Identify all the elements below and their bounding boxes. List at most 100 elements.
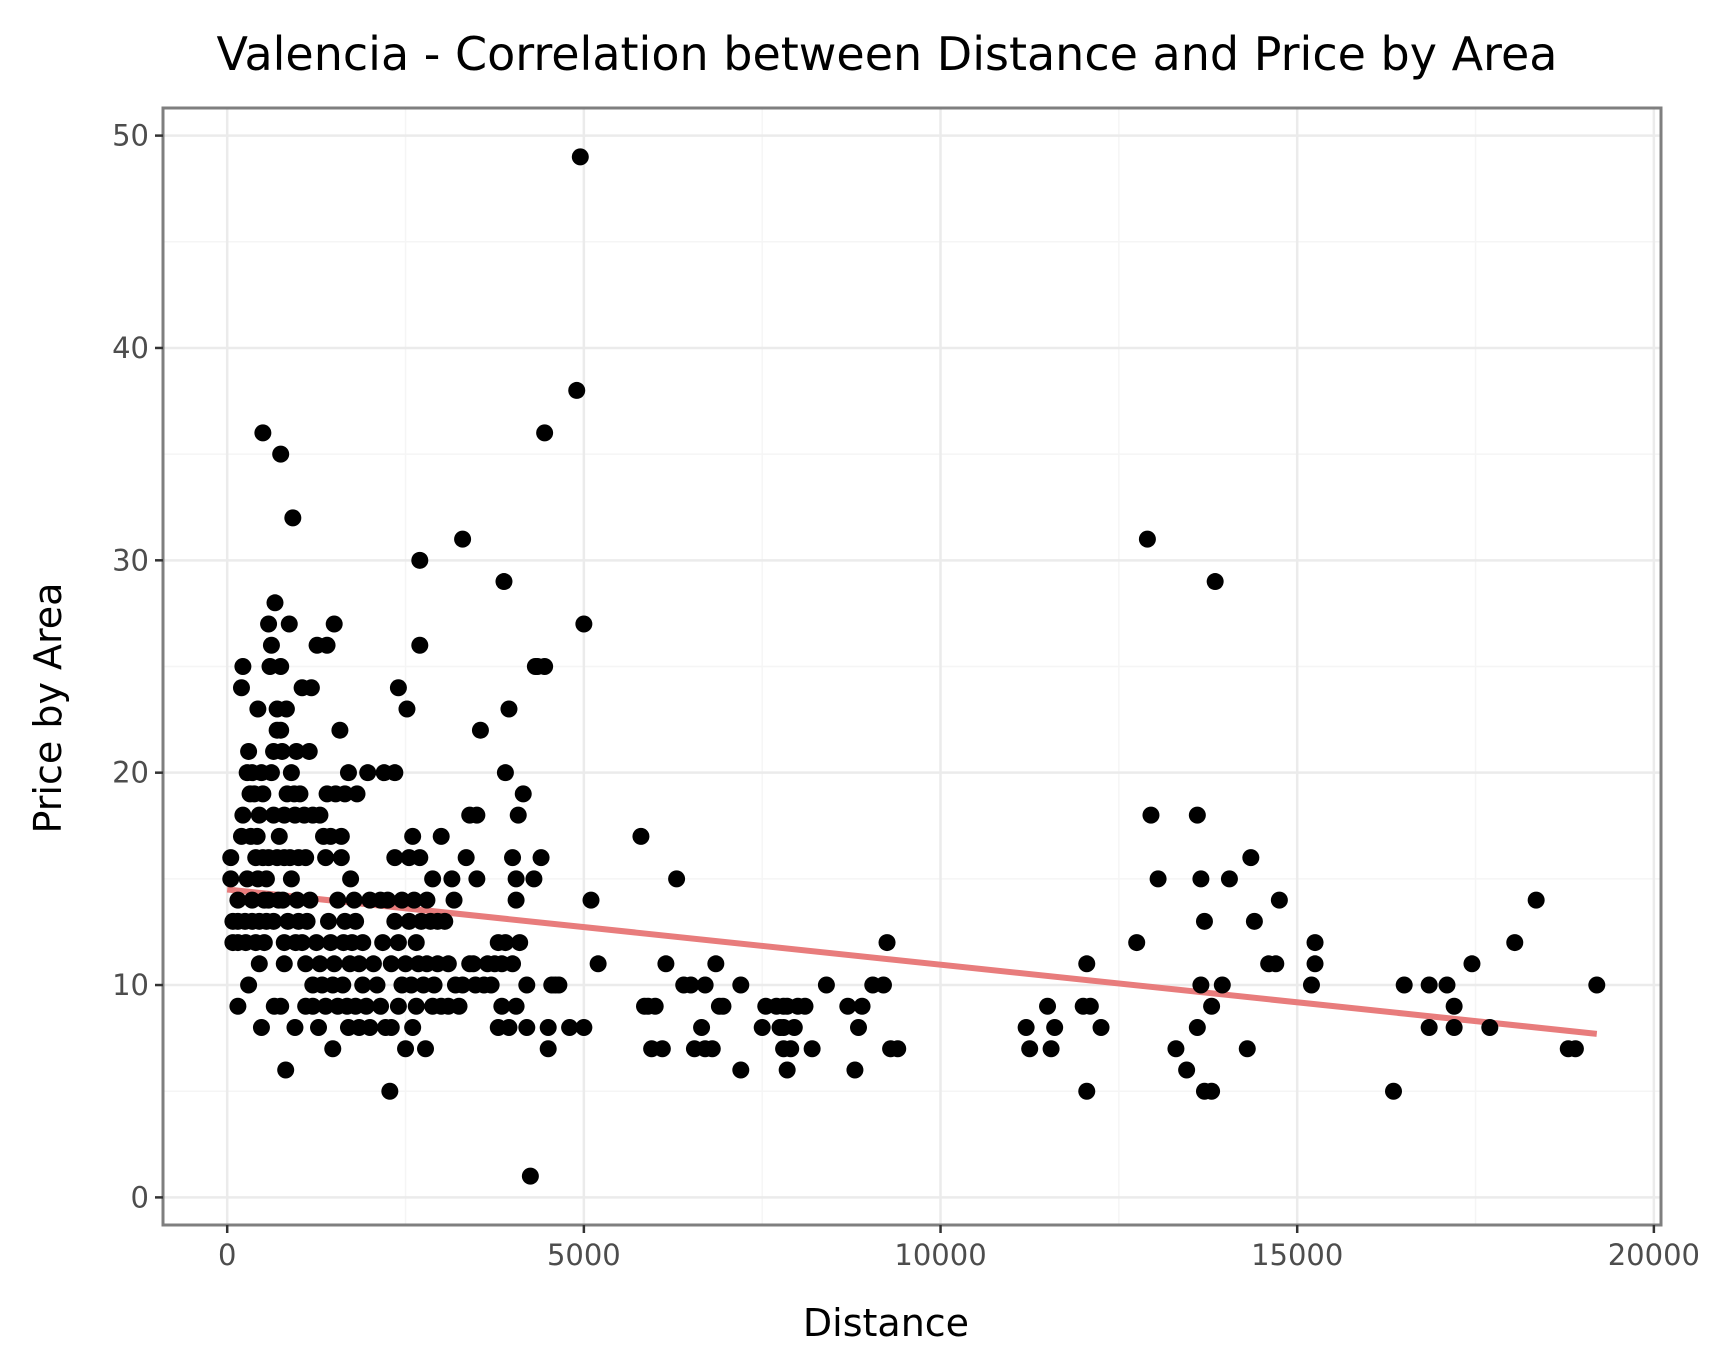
- data-point: [853, 997, 871, 1015]
- data-point: [354, 976, 372, 994]
- data-point: [1167, 1040, 1185, 1058]
- data-point: [411, 551, 429, 569]
- data-point: [571, 148, 589, 166]
- data-point: [504, 849, 522, 867]
- data-point: [262, 764, 280, 782]
- data-point: [493, 997, 511, 1015]
- data-point: [381, 1082, 399, 1100]
- data-point: [325, 955, 343, 973]
- data-point: [293, 934, 311, 952]
- data-point: [696, 976, 714, 994]
- data-point: [248, 827, 266, 845]
- data-point: [1021, 1040, 1039, 1058]
- data-point: [817, 976, 835, 994]
- data-point: [1566, 1040, 1584, 1058]
- data-point: [379, 891, 397, 909]
- data-point: [243, 891, 261, 909]
- data-point: [257, 870, 275, 888]
- data-point: [803, 1040, 821, 1058]
- data-point: [1142, 806, 1160, 824]
- y-tick-label: 10: [112, 968, 149, 1002]
- data-point: [732, 976, 750, 994]
- data-point: [575, 1019, 593, 1037]
- y-tick-label: 0: [131, 1180, 149, 1214]
- data-point: [514, 785, 532, 803]
- data-point: [250, 955, 268, 973]
- x-tick-label: 20000: [1608, 1238, 1700, 1272]
- data-point: [397, 1040, 415, 1058]
- data-point: [331, 721, 349, 739]
- data-point: [318, 636, 336, 654]
- data-point: [496, 934, 514, 952]
- data-point: [1188, 806, 1206, 824]
- data-point: [1220, 870, 1238, 888]
- data-point: [400, 912, 418, 930]
- data-point: [550, 976, 568, 994]
- data-point: [1306, 934, 1324, 952]
- panel-border: [161, 106, 1663, 1227]
- data-point: [1203, 997, 1221, 1015]
- data-point: [1203, 1082, 1221, 1100]
- data-point: [266, 594, 284, 612]
- data-point: [457, 849, 475, 867]
- data-point: [1463, 955, 1481, 973]
- data-point: [1506, 934, 1524, 952]
- data-point: [389, 679, 407, 697]
- data-point: [404, 1019, 422, 1037]
- data-point: [255, 934, 273, 952]
- data-point: [1149, 870, 1167, 888]
- data-point: [668, 870, 686, 888]
- x-tick-label: 5000: [547, 1238, 621, 1272]
- data-point: [311, 806, 329, 824]
- data-point: [468, 870, 486, 888]
- data-point: [504, 955, 522, 973]
- data-point: [1081, 997, 1099, 1015]
- data-point: [301, 891, 319, 909]
- data-point: [347, 912, 365, 930]
- data-point: [272, 721, 290, 739]
- data-point: [386, 849, 404, 867]
- data-point: [262, 636, 280, 654]
- data-point: [1245, 912, 1263, 930]
- data-point: [311, 955, 329, 973]
- data-point: [368, 976, 386, 994]
- data-point: [782, 1040, 800, 1058]
- data-point: [336, 785, 354, 803]
- data-point: [846, 1061, 864, 1079]
- data-point: [561, 1019, 579, 1037]
- data-point: [874, 976, 892, 994]
- data-point: [222, 870, 240, 888]
- data-point: [274, 891, 292, 909]
- data-point: [703, 1040, 721, 1058]
- data-point: [850, 1019, 867, 1037]
- data-point: [471, 721, 489, 739]
- data-point: [682, 976, 700, 994]
- axis-ticks: 0 5000 10000 15000 20000 0 10 20 30 40 50: [112, 119, 1700, 1272]
- x-tick-label: 0: [218, 1238, 236, 1272]
- data-point: [518, 1019, 536, 1037]
- data-point: [1039, 997, 1057, 1015]
- data-point: [507, 997, 525, 1015]
- data-point: [254, 424, 272, 442]
- data-point: [495, 573, 513, 591]
- data-point: [319, 912, 337, 930]
- data-point: [450, 997, 468, 1015]
- data-point: [260, 615, 278, 633]
- data-point: [1238, 1040, 1256, 1058]
- data-point: [398, 700, 416, 718]
- data-point: [889, 1040, 907, 1058]
- data-point: [532, 849, 550, 867]
- data-point: [496, 764, 514, 782]
- data-point: [386, 912, 404, 930]
- data-point: [518, 976, 536, 994]
- data-point: [359, 764, 377, 782]
- data-point: [439, 955, 457, 973]
- data-point: [389, 934, 407, 952]
- data-point: [329, 891, 347, 909]
- data-point: [1078, 955, 1096, 973]
- data-point: [317, 849, 335, 867]
- data-point: [339, 764, 357, 782]
- data-point: [407, 997, 425, 1015]
